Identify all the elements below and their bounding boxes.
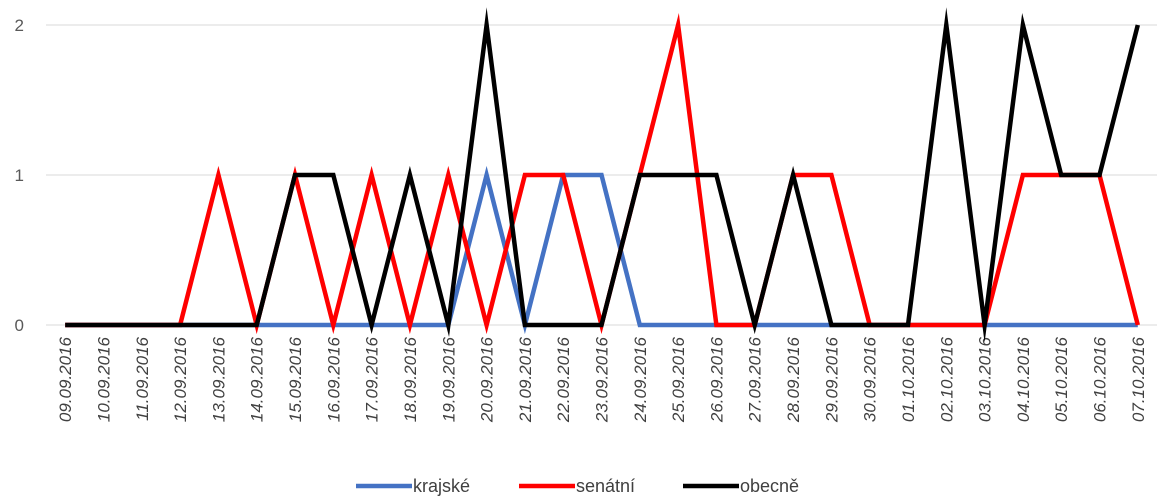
x-tick-label: 09.09.2016 [56, 336, 75, 422]
x-tick-label: 04.10.2016 [1014, 336, 1033, 422]
x-tick-label: 18.09.2016 [401, 336, 420, 422]
x-tick-label: 25.09.2016 [669, 336, 688, 423]
y-tick-label: 2 [15, 16, 24, 35]
series-lines [65, 7, 1140, 343]
y-tick-label: 0 [15, 316, 24, 335]
x-tick-label: 15.09.2016 [286, 336, 305, 422]
x-tick-label: 05.10.2016 [1052, 336, 1071, 422]
x-tick-label: 16.09.2016 [324, 336, 343, 422]
legend-label: obecně [740, 476, 799, 496]
x-tick-label: 10.09.2016 [94, 336, 113, 422]
x-tick-label: 23.09.2016 [593, 336, 612, 423]
x-tick-label: 13.09.2016 [209, 336, 228, 422]
x-tick-label: 12.09.2016 [171, 336, 190, 422]
x-tick-label: 01.10.2016 [899, 336, 918, 422]
y-axis-ticks: 0 1 2 [15, 16, 24, 335]
legend: krajské senátní obecně [356, 476, 799, 496]
x-tick-label: 29.09.2016 [822, 336, 841, 423]
legend-label: krajské [413, 476, 470, 496]
x-tick-label: 06.10.2016 [1091, 336, 1110, 422]
x-axis-ticks: 09.09.2016 10.09.2016 11.09.2016 12.09.2016… [56, 336, 1148, 423]
x-tick-label: 21.09.2016 [516, 336, 535, 423]
x-tick-label: 14.09.2016 [248, 336, 267, 422]
legend-label: senátní [576, 476, 635, 496]
series-line-2 [65, 7, 1140, 343]
x-tick-label: 24.09.2016 [631, 336, 650, 423]
x-tick-label: 20.09.2016 [478, 336, 497, 423]
x-tick-label: 26.09.2016 [707, 336, 726, 423]
x-tick-label: 27.09.2016 [746, 336, 765, 423]
x-tick-label: 02.10.2016 [937, 336, 956, 422]
y-tick-label: 1 [15, 166, 24, 185]
x-tick-label: 19.09.2016 [439, 336, 458, 422]
x-tick-label: 03.10.2016 [976, 336, 995, 422]
x-tick-label: 22.09.2016 [554, 336, 573, 423]
x-tick-label: 30.09.2016 [861, 336, 880, 422]
x-tick-label: 17.09.2016 [363, 336, 382, 422]
x-tick-label: 28.09.2016 [784, 336, 803, 423]
x-tick-label: 07.10.2016 [1129, 336, 1148, 422]
x-tick-label: 11.09.2016 [133, 336, 152, 420]
